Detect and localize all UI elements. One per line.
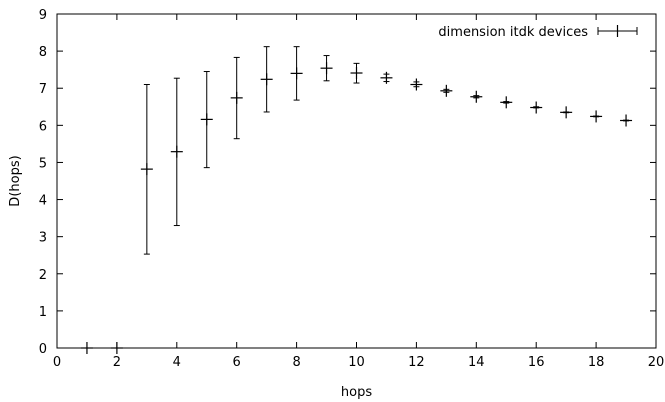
data-point [560,106,573,119]
y-tick-label: 7 [39,82,47,97]
x-tick-label: 8 [292,355,300,370]
x-tick-label: 12 [408,355,425,370]
x-tick-label: 0 [53,355,61,370]
data-point [410,78,423,91]
x-tick-label: 2 [113,355,121,370]
data-point [470,90,483,103]
y-tick-label: 3 [39,231,47,246]
x-tick-label: 4 [173,355,181,370]
legend-label: dimension itdk devices [438,25,588,40]
data-point [530,101,543,114]
y-tick-label: 4 [39,194,47,209]
y-tick-label: 1 [39,305,47,320]
x-tick-label: 20 [648,355,665,370]
x-tick-label: 16 [528,355,545,370]
y-tick-label: 6 [39,119,47,134]
plot-area-frame [56,13,657,349]
x-tick-label: 18 [588,355,605,370]
x-tick-label: 10 [348,355,365,370]
y-tick-label: 8 [39,45,47,60]
data-point [350,62,363,84]
y-tick-label: 9 [39,8,47,23]
data-point [170,77,183,227]
y-axis-label: D(hops) [8,155,23,206]
data-point [290,46,303,101]
y-tick-label: 5 [39,156,47,171]
legend: dimension itdk devices [438,25,638,40]
data-marks [80,46,633,354]
data-point [320,55,333,82]
data-point [380,71,393,84]
data-point [440,84,453,97]
data-point [500,96,513,109]
x-tick-label: 14 [468,355,485,370]
data-point [200,71,213,169]
y-tick-label: 0 [39,342,47,357]
data-point [260,46,273,113]
data-point [620,114,633,127]
data-point [590,110,603,123]
y-tick-label: 2 [39,268,47,283]
legend-symbol [597,25,638,37]
data-point [140,84,153,255]
x-axis-label: hops [341,385,372,400]
data-point [230,56,243,140]
x-tick-label: 6 [233,355,241,370]
